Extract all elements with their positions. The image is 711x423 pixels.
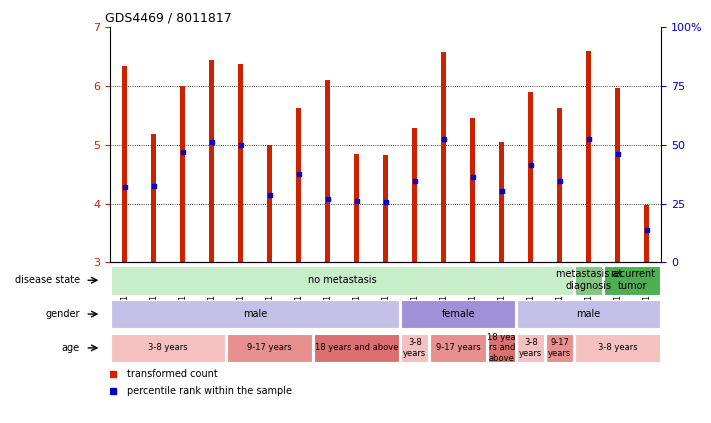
- Bar: [209, 60, 214, 262]
- Bar: [383, 155, 388, 262]
- Bar: [325, 80, 331, 262]
- Bar: [499, 142, 504, 262]
- Bar: [401, 334, 428, 362]
- Bar: [644, 205, 649, 262]
- Bar: [111, 300, 400, 328]
- Text: 3-8
years: 3-8 years: [403, 338, 427, 357]
- Text: 3-8 years: 3-8 years: [598, 343, 638, 352]
- Text: 3-8 years: 3-8 years: [149, 343, 188, 352]
- Text: male: male: [577, 309, 601, 319]
- Text: female: female: [442, 309, 475, 319]
- Text: 9-17 years: 9-17 years: [436, 343, 481, 352]
- Bar: [546, 334, 573, 362]
- Text: metastasis at
diagnosis: metastasis at diagnosis: [555, 269, 622, 291]
- Text: percentile rank within the sample: percentile rank within the sample: [127, 386, 292, 396]
- Bar: [488, 334, 515, 362]
- Text: disease state: disease state: [15, 275, 80, 285]
- Text: 18 yea
rs and
above: 18 yea rs and above: [488, 333, 516, 363]
- Text: age: age: [62, 343, 80, 353]
- Bar: [354, 154, 359, 262]
- Bar: [430, 334, 486, 362]
- Bar: [470, 118, 476, 262]
- Bar: [517, 300, 661, 328]
- Bar: [267, 145, 272, 262]
- Bar: [122, 66, 127, 262]
- Bar: [238, 64, 243, 262]
- Bar: [180, 86, 186, 262]
- Bar: [557, 108, 562, 262]
- Bar: [227, 334, 312, 362]
- Text: gender: gender: [46, 309, 80, 319]
- Bar: [151, 135, 156, 262]
- Bar: [412, 129, 417, 262]
- Bar: [111, 334, 225, 362]
- Text: recurrent
tumor: recurrent tumor: [609, 269, 655, 291]
- Bar: [401, 300, 515, 328]
- Bar: [575, 266, 602, 294]
- Bar: [314, 334, 400, 362]
- Bar: [517, 334, 545, 362]
- Bar: [441, 52, 447, 262]
- Bar: [586, 51, 592, 262]
- Bar: [296, 108, 301, 262]
- Bar: [604, 266, 661, 294]
- Text: GDS4469 / 8011817: GDS4469 / 8011817: [105, 12, 232, 25]
- Bar: [615, 88, 620, 262]
- Text: transformed count: transformed count: [127, 369, 218, 379]
- Bar: [528, 92, 533, 262]
- Text: 9-17 years: 9-17 years: [247, 343, 292, 352]
- Text: 3-8
years: 3-8 years: [519, 338, 542, 357]
- Bar: [111, 266, 573, 294]
- Text: male: male: [243, 309, 267, 319]
- Text: no metastasis: no metastasis: [308, 275, 377, 285]
- Text: 18 years and above: 18 years and above: [315, 343, 398, 352]
- Bar: [575, 334, 661, 362]
- Text: 9-17
years: 9-17 years: [548, 338, 572, 357]
